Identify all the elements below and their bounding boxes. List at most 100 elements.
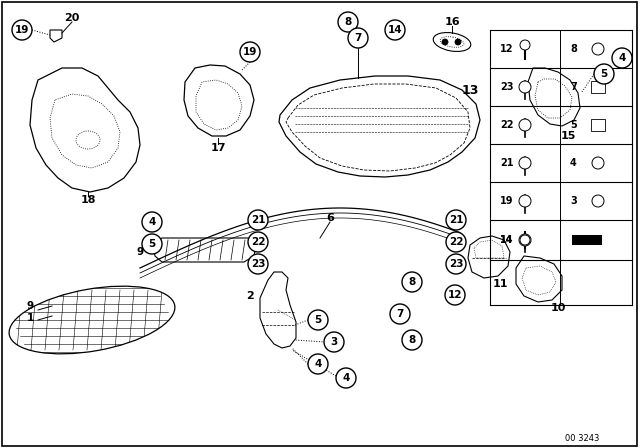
Ellipse shape xyxy=(433,33,471,52)
Circle shape xyxy=(402,330,422,350)
Text: 4: 4 xyxy=(148,217,156,227)
Circle shape xyxy=(248,254,268,274)
Circle shape xyxy=(446,232,466,252)
Text: 19: 19 xyxy=(15,25,29,35)
Polygon shape xyxy=(591,81,605,93)
Circle shape xyxy=(445,285,465,305)
Polygon shape xyxy=(528,68,580,126)
Text: 8: 8 xyxy=(344,17,351,27)
Text: 5: 5 xyxy=(600,69,607,79)
Circle shape xyxy=(592,43,604,55)
Circle shape xyxy=(308,310,328,330)
Bar xyxy=(572,235,602,245)
Polygon shape xyxy=(260,272,296,348)
Ellipse shape xyxy=(76,131,100,149)
Text: 8: 8 xyxy=(408,335,415,345)
Text: 14: 14 xyxy=(500,235,513,245)
Text: 19: 19 xyxy=(243,47,257,57)
Text: 7: 7 xyxy=(355,33,362,43)
Text: 6: 6 xyxy=(326,213,334,223)
Circle shape xyxy=(336,368,356,388)
Circle shape xyxy=(592,195,604,207)
Circle shape xyxy=(442,39,448,45)
Text: 4: 4 xyxy=(570,158,577,168)
Circle shape xyxy=(520,40,530,50)
Text: 16: 16 xyxy=(444,17,460,27)
Text: 5: 5 xyxy=(148,239,156,249)
Circle shape xyxy=(594,64,614,84)
Circle shape xyxy=(519,157,531,169)
Text: 23: 23 xyxy=(251,259,265,269)
Text: 22: 22 xyxy=(500,120,513,130)
Text: 21: 21 xyxy=(449,215,463,225)
Polygon shape xyxy=(522,266,556,295)
Ellipse shape xyxy=(440,37,464,47)
Text: 11: 11 xyxy=(492,279,508,289)
Text: 5: 5 xyxy=(570,120,577,130)
Circle shape xyxy=(446,254,466,274)
Text: 3: 3 xyxy=(330,337,338,347)
Text: 14: 14 xyxy=(388,25,403,35)
Polygon shape xyxy=(535,79,572,118)
Text: 23: 23 xyxy=(500,82,513,92)
Polygon shape xyxy=(153,238,256,262)
Text: 23: 23 xyxy=(449,259,463,269)
Text: 22: 22 xyxy=(449,237,463,247)
Text: 18: 18 xyxy=(80,195,96,205)
Circle shape xyxy=(142,234,162,254)
Circle shape xyxy=(402,272,422,292)
Circle shape xyxy=(324,332,344,352)
Text: 1: 1 xyxy=(26,313,34,323)
Text: 4: 4 xyxy=(342,373,349,383)
Text: 8: 8 xyxy=(570,44,577,54)
Text: 9: 9 xyxy=(26,301,33,311)
Text: 7: 7 xyxy=(396,309,404,319)
Circle shape xyxy=(519,234,531,246)
Text: 22: 22 xyxy=(251,237,265,247)
Text: 4: 4 xyxy=(314,359,322,369)
Polygon shape xyxy=(591,119,605,131)
Text: 13: 13 xyxy=(461,83,479,96)
Polygon shape xyxy=(468,236,510,278)
Text: 17: 17 xyxy=(211,143,226,153)
Polygon shape xyxy=(50,94,120,168)
Circle shape xyxy=(240,42,260,62)
Text: 12: 12 xyxy=(500,44,513,54)
Polygon shape xyxy=(516,256,562,302)
Circle shape xyxy=(348,28,368,48)
Ellipse shape xyxy=(9,286,175,354)
Text: 8: 8 xyxy=(408,277,415,287)
Circle shape xyxy=(592,157,604,169)
Circle shape xyxy=(385,20,405,40)
Circle shape xyxy=(612,48,632,68)
Text: 3: 3 xyxy=(570,196,577,206)
Circle shape xyxy=(248,210,268,230)
Polygon shape xyxy=(184,65,254,136)
Text: 2: 2 xyxy=(246,291,254,301)
Circle shape xyxy=(12,20,32,40)
Polygon shape xyxy=(30,68,140,192)
Circle shape xyxy=(338,12,358,32)
Text: 7: 7 xyxy=(570,82,577,92)
Circle shape xyxy=(455,39,461,45)
Circle shape xyxy=(142,212,162,232)
Polygon shape xyxy=(196,80,242,130)
Text: 9: 9 xyxy=(136,247,143,257)
Circle shape xyxy=(519,195,531,207)
Text: 21: 21 xyxy=(251,215,265,225)
Text: 21: 21 xyxy=(500,158,513,168)
Polygon shape xyxy=(50,30,62,42)
Text: 4: 4 xyxy=(618,53,626,63)
Text: 5: 5 xyxy=(314,315,322,325)
Polygon shape xyxy=(286,84,470,171)
Circle shape xyxy=(390,304,410,324)
Circle shape xyxy=(519,119,531,131)
Circle shape xyxy=(520,235,530,245)
Text: 12: 12 xyxy=(448,290,462,300)
Polygon shape xyxy=(279,76,480,177)
Text: 19: 19 xyxy=(500,196,513,206)
Circle shape xyxy=(308,354,328,374)
Text: 00 3243: 00 3243 xyxy=(565,434,599,443)
Polygon shape xyxy=(474,240,504,258)
Text: 10: 10 xyxy=(550,303,566,313)
